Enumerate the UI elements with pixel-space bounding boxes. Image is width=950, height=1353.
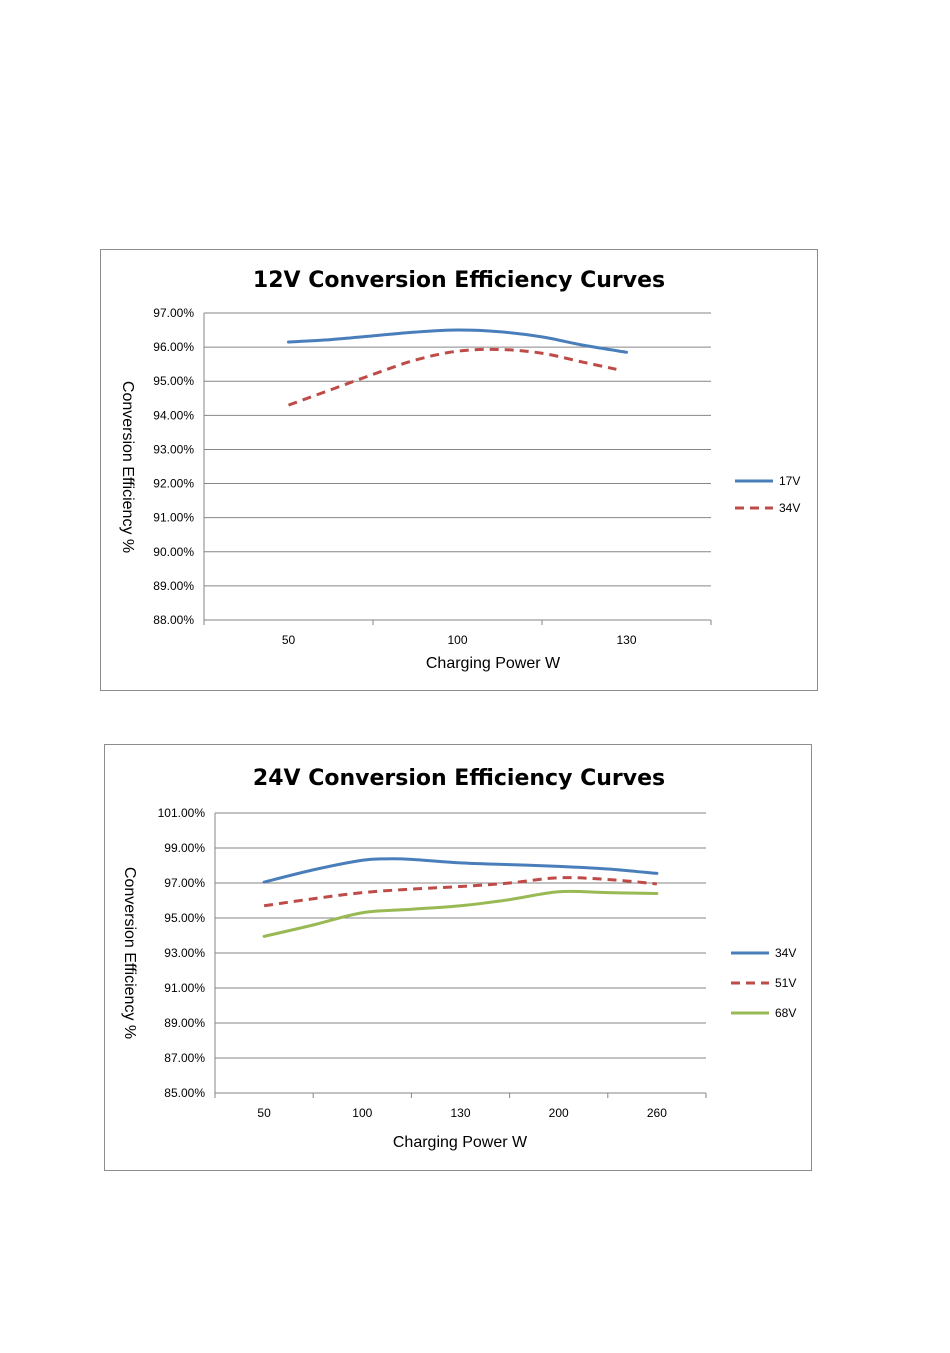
- chart-title: 24V Conversion Efficiency Curves: [253, 766, 665, 791]
- x-tick-label: 260: [647, 1106, 667, 1120]
- legend-label-51v: 51V: [775, 976, 796, 990]
- x-tick-label: 200: [549, 1106, 569, 1120]
- x-axis-label: Charging Power W: [426, 655, 561, 672]
- x-tick-label: 50: [257, 1106, 271, 1120]
- y-tick-label: 95.00%: [164, 911, 205, 925]
- y-axis-label: Conversion Efficiency %: [121, 867, 138, 1039]
- y-tick-label: 89.00%: [153, 579, 194, 593]
- y-tick-label: 91.00%: [153, 511, 194, 525]
- y-tick-label: 85.00%: [164, 1086, 205, 1100]
- y-tick-label: 93.00%: [164, 946, 205, 960]
- series-line-51v: [263, 876, 658, 908]
- chart-24v-svg: 24V Conversion Efficiency Curves Chargin…: [121, 766, 797, 1151]
- chart-24v: 24V Conversion Efficiency Curves Chargin…: [104, 744, 812, 1171]
- x-tick-label: 50: [282, 633, 296, 647]
- legend-label-34v: 34V: [775, 946, 796, 960]
- y-tick-label: 87.00%: [164, 1051, 205, 1065]
- y-tick-label: 95.00%: [153, 374, 194, 388]
- x-tick-label: 100: [352, 1106, 372, 1120]
- x-tick-label: 100: [447, 633, 467, 647]
- chart-title: 12V Conversion Efficiency Curves: [253, 268, 665, 293]
- y-tick-label: 97.00%: [164, 876, 205, 890]
- series-line-34v: [287, 347, 617, 407]
- legend-label-34v: 34V: [779, 501, 800, 515]
- legend-label-68v: 68V: [775, 1006, 796, 1020]
- y-tick-label: 88.00%: [153, 613, 194, 627]
- y-tick-label: 96.00%: [153, 340, 194, 354]
- series-line-68v: [262, 889, 659, 938]
- y-tick-label: 97.00%: [153, 306, 194, 320]
- y-tick-label: 92.00%: [153, 477, 194, 491]
- y-tick-label: 89.00%: [164, 1016, 205, 1030]
- plot-area: 97.00% 96.00% 95.00% 94.00% 93.00% 92.00% 91.0…: [153, 306, 800, 647]
- series-line-34v: [262, 857, 659, 884]
- x-tick-label: 130: [616, 633, 636, 647]
- chart-12v-svg: 12V Conversion Efficiency Curves Chargin…: [119, 268, 800, 672]
- y-tick-label: 90.00%: [153, 545, 194, 559]
- legend-label-17v: 17V: [779, 474, 800, 488]
- plot-area: 101.00% 99.00% 97.00% 95.00% 93.00% 91.00% 89.…: [158, 806, 797, 1120]
- x-tick-label: 130: [450, 1106, 470, 1120]
- chart-12v: 12V Conversion Efficiency Curves Chargin…: [100, 249, 818, 691]
- x-axis-label: Charging Power W: [393, 1134, 528, 1151]
- y-tick-label: 91.00%: [164, 981, 205, 995]
- series-line-17v: [287, 328, 628, 354]
- y-tick-label: 93.00%: [153, 442, 194, 456]
- y-tick-label: 101.00%: [158, 806, 206, 820]
- y-tick-label: 99.00%: [164, 841, 205, 855]
- y-tick-label: 94.00%: [153, 408, 194, 422]
- y-axis-label: Conversion Efficiency %: [119, 381, 136, 553]
